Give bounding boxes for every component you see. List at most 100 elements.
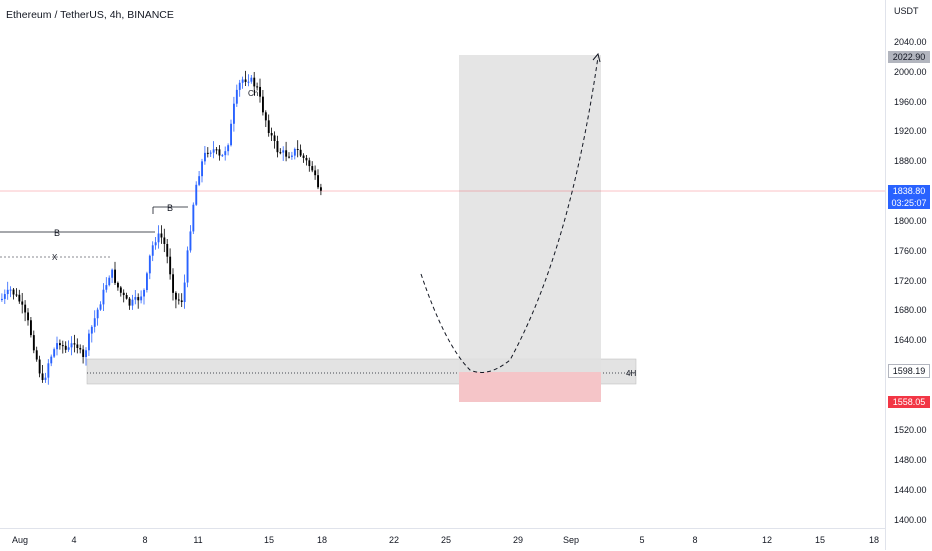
- candle-body: [247, 81, 250, 83]
- time-tick: 5: [639, 535, 645, 545]
- time-tick: 11: [193, 535, 203, 545]
- time-tick: 18: [868, 535, 880, 545]
- candle-body: [59, 343, 61, 346]
- level-b-label-1: B: [54, 228, 60, 238]
- time-tick: 8: [142, 535, 148, 545]
- stop-zone[interactable]: [459, 372, 601, 402]
- price-tick: 1720.00: [894, 276, 927, 286]
- candle-body: [250, 77, 253, 82]
- candle-body: [111, 269, 114, 278]
- candle-body: [273, 135, 276, 141]
- candle-body: [12, 289, 15, 295]
- price-chart[interactable]: 4H B B X Ch: [0, 0, 885, 528]
- candle-body: [238, 82, 241, 90]
- candle-body: [117, 282, 119, 288]
- chart-title: Ethereum / TetherUS, 4h, BINANCE: [6, 9, 174, 21]
- candle-body: [233, 103, 235, 124]
- price-axis-unit: USDT: [894, 6, 919, 16]
- price-tick: 2040.00: [894, 37, 927, 47]
- candle-body: [192, 204, 195, 232]
- candle-body: [122, 292, 125, 296]
- target-zone[interactable]: [459, 55, 601, 372]
- price-axis[interactable]: USDT 2040.00 2000.00 1960.00 1920.00 188…: [885, 0, 932, 550]
- candle-body: [262, 96, 264, 113]
- candle-body: [311, 166, 314, 171]
- candle-body: [44, 377, 47, 380]
- candles-group[interactable]: [1, 70, 322, 385]
- candle-body: [253, 77, 256, 87]
- time-tick: 25: [440, 535, 452, 545]
- candle-body: [146, 273, 148, 291]
- candle-body: [169, 256, 172, 275]
- candle-body: [201, 161, 203, 177]
- time-tick: 29: [512, 535, 524, 545]
- price-tick: 1520.00: [894, 425, 927, 435]
- candle-body: [108, 277, 111, 286]
- price-tick: 1800.00: [894, 216, 927, 226]
- candle-body: [114, 269, 116, 283]
- candle-body: [218, 149, 221, 156]
- candle-body: [90, 326, 93, 334]
- candle-body: [264, 112, 267, 121]
- candle-body: [282, 150, 285, 153]
- candle-body: [276, 140, 279, 153]
- candle-body: [198, 176, 201, 185]
- candle-body: [61, 345, 64, 347]
- time-tick: 22: [388, 535, 400, 545]
- candle-body: [96, 309, 99, 319]
- candle-body: [50, 356, 53, 364]
- candle-body: [35, 350, 38, 360]
- last-price-value: 1838.80: [892, 186, 926, 196]
- ch-label: Ch: [248, 89, 258, 98]
- candle-body: [82, 349, 85, 357]
- target-price-badge: 2022.90: [888, 51, 930, 63]
- candle-body: [41, 373, 44, 380]
- time-axis[interactable]: Aug 4 8 11 15 18 22 25 29 Sep 5 8 12 15 …: [0, 528, 885, 551]
- candle-body: [85, 350, 87, 357]
- candle-body: [302, 155, 305, 158]
- candle-body: [296, 148, 299, 150]
- candle-body: [79, 347, 82, 350]
- candle-body: [163, 237, 166, 244]
- candle-body: [134, 297, 137, 300]
- candle-body: [212, 149, 215, 153]
- candle-body: [224, 151, 227, 156]
- price-tick: 1480.00: [894, 455, 927, 465]
- candle-body: [93, 318, 96, 327]
- candle-body: [288, 156, 290, 158]
- candle-body: [320, 187, 322, 191]
- candle-body: [221, 155, 224, 157]
- candle-body: [38, 359, 41, 374]
- candle-body: [99, 304, 102, 310]
- price-tick: 1680.00: [894, 305, 927, 315]
- candle-body: [244, 79, 247, 82]
- level-x-label: X: [52, 253, 58, 262]
- candle-body: [189, 231, 192, 251]
- demand-zone-label: 4H: [626, 369, 636, 378]
- projection-path[interactable]: [420, 56, 599, 373]
- price-tick: 1920.00: [894, 126, 927, 136]
- candle-body: [259, 86, 261, 97]
- candle-body: [21, 301, 24, 305]
- price-tick: 1640.00: [894, 335, 927, 345]
- candle-body: [131, 299, 134, 306]
- candle-body: [195, 184, 198, 205]
- candle-body: [166, 243, 169, 257]
- candle-body: [209, 152, 212, 154]
- candle-body: [137, 297, 140, 301]
- candle-body: [53, 349, 56, 357]
- candle-body: [30, 320, 32, 336]
- candle-body: [128, 298, 131, 306]
- candle-body: [180, 300, 183, 303]
- candle-body: [299, 149, 302, 156]
- candle-body: [235, 89, 238, 104]
- candle-body: [3, 294, 6, 299]
- candle-body: [154, 242, 157, 246]
- candle-body: [18, 294, 21, 302]
- chart-area[interactable]: 4H B B X Ch Ethereum / TetherUS, 4h, BIN…: [0, 0, 885, 528]
- candle-body: [270, 133, 273, 136]
- candle-body: [305, 157, 308, 161]
- price-tick: 1760.00: [894, 246, 927, 256]
- time-tick: 8: [692, 535, 698, 545]
- candle-body: [241, 79, 244, 83]
